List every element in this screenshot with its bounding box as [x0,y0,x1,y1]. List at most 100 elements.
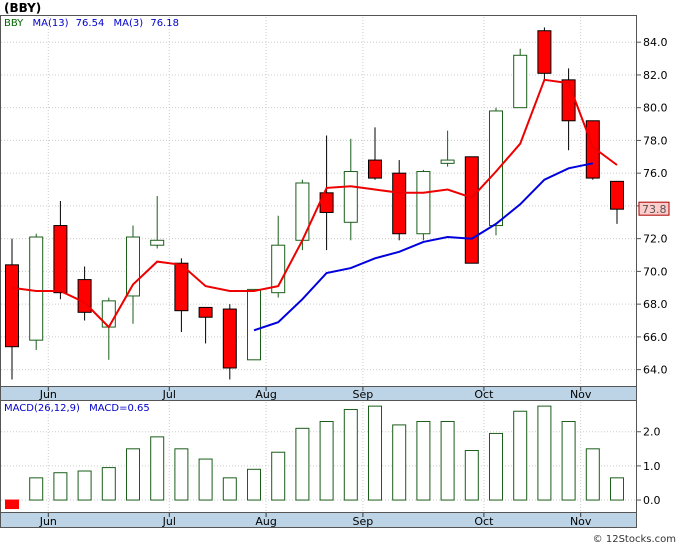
candle-body [464,156,479,264]
candle-body [416,171,431,235]
macd-x-tick-label: Sep [353,515,374,528]
candle [489,107,503,236]
macd-bar [222,477,237,501]
macd-y-tick-label: 0.0 [643,494,661,507]
candle [343,138,358,241]
macd-y-tick-label: 2.0 [643,426,661,439]
macd-x-tick-label: Aug [255,515,276,528]
candle-body [150,239,165,246]
candle-body [5,264,19,348]
ma13-line [253,162,594,332]
macd-bar [53,472,68,501]
macd-bar [561,420,576,501]
candle [464,156,479,264]
macd-bar [29,477,44,501]
macd-x-tick-label: Jul [162,515,176,528]
candle [440,130,455,167]
candle-body [126,236,140,297]
candle-body [247,288,261,361]
price-x-tick-label: Oct [474,388,494,401]
candle [513,48,528,109]
macd-bar [368,405,382,501]
candle-body [489,110,503,227]
macd-bar [295,427,310,501]
macd-bar [198,458,213,501]
candle-body [77,279,92,313]
candle-body [368,159,382,179]
macd-bar [150,436,165,501]
price-y-tick-label: 82.0 [643,69,668,82]
macd-x-tick-label: Jun [39,515,57,528]
candle-body [222,308,237,369]
macd-y-axis: 0.0 1.0 2.0 [637,426,661,507]
candle [5,238,19,380]
macd-bar [440,420,455,501]
price-y-tick-label: 80.0 [643,102,668,115]
macd-legend-label: MACD(26,12,9) [4,403,80,414]
chart-title: (BBY) [4,1,41,15]
ma3-line [11,78,618,329]
macd-bar [5,499,19,510]
candle-body [561,79,576,122]
candle [222,304,237,380]
price-x-axis-band [0,386,637,401]
macd-bar [319,420,334,501]
candle [610,180,624,224]
price-x-tick-label: Sep [353,388,374,401]
macd-bar [537,405,552,501]
macd-bar [513,410,528,501]
macd-bar [464,450,479,501]
price-y-tick-label: 72.0 [643,233,668,246]
candle [416,169,431,241]
macd-legend-value: MACD=0.65 [89,403,150,414]
macd-y-tick-label: 1.0 [643,460,661,473]
candlestick-series [5,27,624,380]
candle-body [610,180,624,210]
macd-bar [610,477,624,501]
price-x-tick-label: Aug [255,388,276,401]
price-x-axis: Jun Jul Aug Sep Oct Nov [39,387,592,401]
price-x-tick-label: Nov [570,388,592,401]
legend-ma3-label: MA(3) [114,18,144,29]
candle [198,306,213,344]
macd-bar [585,448,600,501]
macd-x-tick-label: Nov [570,515,592,528]
candle [247,288,261,361]
macd-bar [489,432,503,501]
credit-text: © 12Stocks.com [593,534,676,545]
legend-ma13-value: 76.54 [76,18,105,29]
macd-bar [77,470,92,501]
price-legend: BBY MA(13) 76.54 MA(3) 76.18 [4,18,179,29]
legend-ma3-value: 76.18 [150,18,179,29]
price-y-tick-label: 64.0 [643,364,668,377]
price-y-tick-label: 66.0 [643,331,668,344]
candle [150,196,165,249]
price-y-axis: 64.066.068.070.072.074.076.078.080.082.0… [637,36,668,377]
macd-x-tick-label: Oct [474,515,494,528]
candle-body [343,171,358,223]
candle [53,201,68,300]
candle-body [174,262,189,312]
macd-bar [101,467,116,501]
candle-body [440,159,455,164]
candle-body [537,30,552,74]
macd-bar [247,468,261,501]
candle-body [198,306,213,318]
last-price-badge [638,201,670,216]
macd-bar [126,448,140,501]
price-y-tick-label: 84.0 [643,36,668,49]
price-y-tick-label: 76.0 [643,167,668,180]
price-y-tick-label: 68.0 [643,298,668,311]
legend-ma13-label: MA(13) [32,18,68,29]
macd-x-axis: Jun Jul Aug Sep Oct Nov [39,513,592,528]
price-x-tick-label: Jul [162,388,176,401]
price-y-tick-label: 70.0 [643,265,668,278]
candle-body [392,172,407,235]
candle [368,127,382,180]
legend-symbol: BBY [4,18,24,29]
candle [77,266,92,321]
macd-bar [174,448,189,501]
macd-bar [392,424,407,501]
